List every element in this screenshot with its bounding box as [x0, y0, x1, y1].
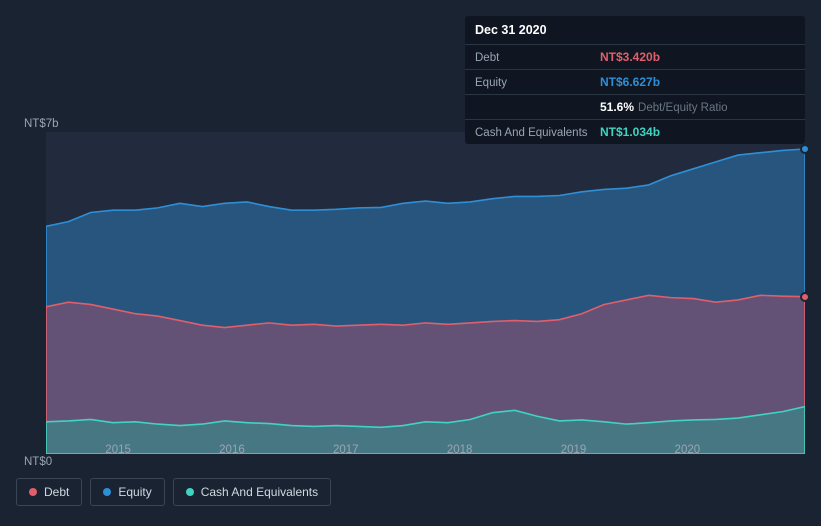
series-end-marker — [800, 144, 810, 154]
chart-legend: Debt Equity Cash And Equivalents — [16, 478, 331, 506]
tooltip-row-label: Equity — [475, 77, 600, 89]
tooltip-row: EquityNT$6.627b — [465, 69, 805, 94]
legend-item[interactable]: Equity — [90, 478, 164, 506]
legend-item[interactable]: Cash And Equivalents — [173, 478, 331, 506]
chart-tooltip: Dec 31 2020 DebtNT$3.420bEquityNT$6.627b… — [465, 16, 805, 144]
tooltip-row-value: 51.6% — [600, 100, 634, 114]
tooltip-row-sublabel: Debt/Equity Ratio — [638, 102, 728, 114]
x-axis: 2015 2016 2017 2018 2019 2020 — [46, 444, 805, 460]
tooltip-row: DebtNT$3.420b — [465, 44, 805, 69]
tooltip-row-value: NT$6.627b — [600, 75, 660, 89]
legend-label: Debt — [44, 485, 69, 499]
x-axis-tick: 2017 — [333, 444, 359, 456]
legend-dot-icon — [186, 488, 194, 496]
tooltip-row: 51.6% Debt/Equity Ratio — [465, 94, 805, 119]
y-axis-top-label: NT$7b — [24, 118, 59, 130]
legend-item[interactable]: Debt — [16, 478, 82, 506]
legend-label: Cash And Equivalents — [201, 485, 318, 499]
legend-label: Equity — [118, 485, 151, 499]
series-end-marker — [800, 292, 810, 302]
x-axis-tick: 2019 — [561, 444, 587, 456]
tooltip-row-value: NT$3.420b — [600, 50, 660, 64]
tooltip-row-label: Cash And Equivalents — [475, 127, 600, 139]
tooltip-row-label: Debt — [475, 52, 600, 64]
x-axis-tick: 2015 — [105, 444, 131, 456]
chart-plot[interactable] — [46, 132, 805, 454]
x-axis-tick: 2020 — [675, 444, 701, 456]
x-axis-tick: 2018 — [447, 444, 473, 456]
x-axis-tick: 2016 — [219, 444, 245, 456]
legend-dot-icon — [103, 488, 111, 496]
tooltip-row-value: NT$1.034b — [600, 125, 660, 139]
legend-dot-icon — [29, 488, 37, 496]
tooltip-row: Cash And EquivalentsNT$1.034b — [465, 119, 805, 144]
tooltip-date: Dec 31 2020 — [465, 16, 805, 44]
chart-area: NT$7b NT$0 — [16, 120, 805, 466]
